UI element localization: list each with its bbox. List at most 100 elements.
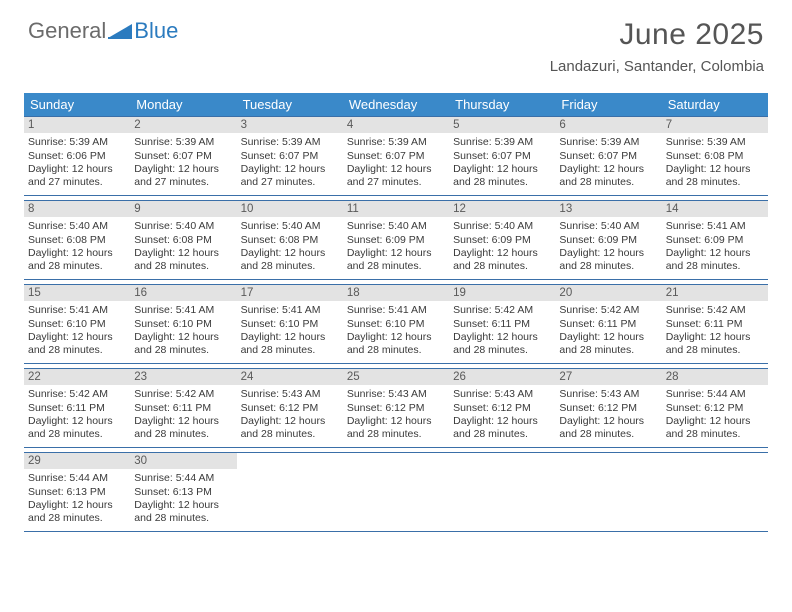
day-detail-line: Daylight: 12 hours	[241, 163, 339, 176]
day-detail-line: Sunrise: 5:40 AM	[347, 220, 445, 233]
day-detail-line: Daylight: 12 hours	[28, 163, 126, 176]
weeks-container: 1Sunrise: 5:39 AMSunset: 6:06 PMDaylight…	[24, 116, 768, 532]
day-detail-line: and 28 minutes.	[559, 428, 657, 441]
day-number: 11	[343, 201, 449, 217]
week-row: 29Sunrise: 5:44 AMSunset: 6:13 PMDayligh…	[24, 452, 768, 532]
day-detail-line: Daylight: 12 hours	[666, 415, 764, 428]
day-number: 27	[555, 369, 661, 385]
day-cell: 12Sunrise: 5:40 AMSunset: 6:09 PMDayligh…	[449, 201, 555, 279]
dow-cell: Saturday	[662, 93, 768, 116]
day-detail-line: Daylight: 12 hours	[559, 331, 657, 344]
logo: General Blue	[28, 18, 178, 44]
day-cell: 29Sunrise: 5:44 AMSunset: 6:13 PMDayligh…	[24, 453, 130, 531]
day-detail-line: Sunrise: 5:40 AM	[241, 220, 339, 233]
day-detail-line: Sunrise: 5:43 AM	[453, 388, 551, 401]
day-number: 8	[24, 201, 130, 217]
day-detail-line: Sunrise: 5:39 AM	[241, 136, 339, 149]
day-detail-line: Sunset: 6:12 PM	[453, 402, 551, 415]
day-detail-line: Sunrise: 5:44 AM	[134, 472, 232, 485]
day-detail-line: and 28 minutes.	[453, 176, 551, 189]
day-cell: 14Sunrise: 5:41 AMSunset: 6:09 PMDayligh…	[662, 201, 768, 279]
day-detail-line: Sunrise: 5:42 AM	[666, 304, 764, 317]
day-detail-line: Sunset: 6:12 PM	[241, 402, 339, 415]
day-number: 28	[662, 369, 768, 385]
day-cell: 28 Sunrise: 5:44 AMSunset: 6:12 PMDayligh…	[662, 369, 768, 447]
logo-text-blue: Blue	[134, 18, 178, 44]
day-detail-line: Sunset: 6:10 PM	[347, 318, 445, 331]
day-number: 20	[555, 285, 661, 301]
day-detail-line: Sunrise: 5:39 AM	[453, 136, 551, 149]
day-cell: 18Sunrise: 5:41 AMSunset: 6:10 PMDayligh…	[343, 285, 449, 363]
day-detail-line: and 28 minutes.	[241, 260, 339, 273]
week-row: 15Sunrise: 5:41 AMSunset: 6:10 PMDayligh…	[24, 284, 768, 364]
day-detail-line: Sunset: 6:06 PM	[28, 150, 126, 163]
day-cell: 3Sunrise: 5:39 AMSunset: 6:07 PMDaylight…	[237, 117, 343, 195]
day-number: 16	[130, 285, 236, 301]
day-detail-line: Sunrise: 5:40 AM	[453, 220, 551, 233]
day-detail-line: Sunset: 6:10 PM	[28, 318, 126, 331]
day-detail-line: Sunrise: 5:43 AM	[559, 388, 657, 401]
day-detail-line: Daylight: 12 hours	[134, 163, 232, 176]
day-detail-line: Daylight: 12 hours	[347, 247, 445, 260]
day-cell: 9Sunrise: 5:40 AMSunset: 6:08 PMDaylight…	[130, 201, 236, 279]
day-detail-line: Sunset: 6:11 PM	[666, 318, 764, 331]
day-cell: 30Sunrise: 5:44 AMSunset: 6:13 PMDayligh…	[130, 453, 236, 531]
day-detail-line: Sunset: 6:09 PM	[453, 234, 551, 247]
day-detail-line: Sunset: 6:09 PM	[347, 234, 445, 247]
day-detail-line: Sunset: 6:07 PM	[134, 150, 232, 163]
day-detail-line: Sunset: 6:11 PM	[28, 402, 126, 415]
day-detail-line: Sunrise: 5:40 AM	[134, 220, 232, 233]
day-number: 14	[662, 201, 768, 217]
day-cell: 24Sunrise: 5:43 AMSunset: 6:12 PMDayligh…	[237, 369, 343, 447]
day-detail-line: Sunrise: 5:40 AM	[28, 220, 126, 233]
day-detail-line: Sunset: 6:13 PM	[28, 486, 126, 499]
day-number: 6	[555, 117, 661, 133]
day-number: 19	[449, 285, 555, 301]
day-cell: 7Sunrise: 5:39 AMSunset: 6:08 PMDaylight…	[662, 117, 768, 195]
day-detail-line: Sunrise: 5:39 AM	[559, 136, 657, 149]
day-detail-line: Daylight: 12 hours	[666, 163, 764, 176]
day-detail-line: Sunset: 6:12 PM	[666, 402, 764, 415]
day-detail-line: and 27 minutes.	[347, 176, 445, 189]
day-detail-line: Sunset: 6:08 PM	[241, 234, 339, 247]
week-row: 8Sunrise: 5:40 AMSunset: 6:08 PMDaylight…	[24, 200, 768, 280]
day-detail-line: Sunset: 6:12 PM	[347, 402, 445, 415]
day-number: 7	[662, 117, 768, 133]
day-cell: 1Sunrise: 5:39 AMSunset: 6:06 PMDaylight…	[24, 117, 130, 195]
day-cell: 26Sunrise: 5:43 AMSunset: 6:12 PMDayligh…	[449, 369, 555, 447]
day-number: 25	[343, 369, 449, 385]
day-detail-line: Sunrise: 5:44 AM	[666, 388, 764, 401]
day-number: 3	[237, 117, 343, 133]
day-cell	[662, 453, 768, 531]
day-detail-line: Daylight: 12 hours	[28, 499, 126, 512]
day-detail-line: Sunrise: 5:39 AM	[134, 136, 232, 149]
week-row: 1Sunrise: 5:39 AMSunset: 6:06 PMDaylight…	[24, 116, 768, 196]
day-number: 30	[130, 453, 236, 469]
day-detail-line: and 27 minutes.	[134, 176, 232, 189]
day-number: 21	[662, 285, 768, 301]
day-detail-line: Daylight: 12 hours	[347, 331, 445, 344]
day-detail-line: and 28 minutes.	[559, 344, 657, 357]
day-cell	[449, 453, 555, 531]
day-cell: 20Sunrise: 5:42 AMSunset: 6:11 PMDayligh…	[555, 285, 661, 363]
day-detail-line: and 28 minutes.	[28, 260, 126, 273]
day-detail-line: and 28 minutes.	[134, 344, 232, 357]
day-detail-line: Sunrise: 5:40 AM	[559, 220, 657, 233]
day-detail-line: and 28 minutes.	[134, 260, 232, 273]
day-detail-line: Sunrise: 5:41 AM	[666, 220, 764, 233]
day-detail-line: Daylight: 12 hours	[666, 331, 764, 344]
day-detail-line: Daylight: 12 hours	[241, 247, 339, 260]
day-cell: 19Sunrise: 5:42 AMSunset: 6:11 PMDayligh…	[449, 285, 555, 363]
day-detail-line: and 28 minutes.	[134, 512, 232, 525]
day-detail-line: Daylight: 12 hours	[347, 163, 445, 176]
dow-cell: Tuesday	[237, 93, 343, 116]
day-cell	[343, 453, 449, 531]
day-detail-line: Daylight: 12 hours	[134, 499, 232, 512]
day-detail-line: Daylight: 12 hours	[347, 415, 445, 428]
day-detail-line: Sunset: 6:11 PM	[134, 402, 232, 415]
logo-text-general: General	[28, 18, 106, 44]
day-detail-line: Daylight: 12 hours	[241, 415, 339, 428]
day-detail-line: and 28 minutes.	[453, 344, 551, 357]
day-detail-line: and 27 minutes.	[241, 176, 339, 189]
day-detail-line: and 28 minutes.	[666, 260, 764, 273]
